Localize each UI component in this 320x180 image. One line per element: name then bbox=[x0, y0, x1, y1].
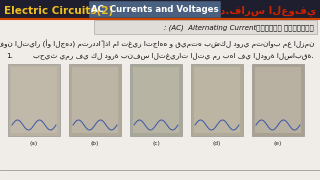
Text: : (AC)  Alternating Currentالتيار المتغير: : (AC) Alternating Currentالتيار المتغير bbox=[164, 24, 314, 31]
Bar bbox=[191, 64, 243, 136]
Bar bbox=[72, 67, 118, 133]
Text: Electric Circuits(2): Electric Circuits(2) bbox=[4, 6, 113, 16]
Text: (a): (a) bbox=[30, 141, 38, 145]
Bar bbox=[11, 67, 57, 133]
Bar bbox=[0, 0, 320, 19]
Bar bbox=[133, 67, 179, 133]
Text: (c): (c) bbox=[152, 141, 160, 145]
Bar bbox=[69, 64, 121, 136]
Text: (b): (b) bbox=[91, 141, 99, 145]
Text: بحيث يمر في كل دورة بنفس التغيرات التي مر بها في الدورة السابقة.: بحيث يمر في كل دورة بنفس التغيرات التي م… bbox=[33, 53, 314, 60]
Text: د.فارس العوفي: د.فارس العوفي bbox=[220, 6, 316, 16]
Text: 1.: 1. bbox=[6, 53, 13, 59]
FancyBboxPatch shape bbox=[89, 1, 221, 18]
FancyBboxPatch shape bbox=[94, 21, 317, 35]
Bar bbox=[255, 67, 301, 133]
Bar bbox=[252, 64, 304, 136]
Text: (e): (e) bbox=[274, 141, 282, 145]
Text: (d): (d) bbox=[213, 141, 221, 145]
Bar bbox=[130, 64, 182, 136]
Text: AC  Currents and Voltages: AC Currents and Voltages bbox=[91, 6, 219, 15]
Text: يعرفون التيار (أو الجهد) متردداً إذا ما تغير اتجاهه و قيمته بشكل دوري متناوب مع : يعرفون التيار (أو الجهد) متردداً إذا ما … bbox=[0, 40, 314, 48]
Bar bbox=[194, 67, 240, 133]
Bar bbox=[8, 64, 60, 136]
